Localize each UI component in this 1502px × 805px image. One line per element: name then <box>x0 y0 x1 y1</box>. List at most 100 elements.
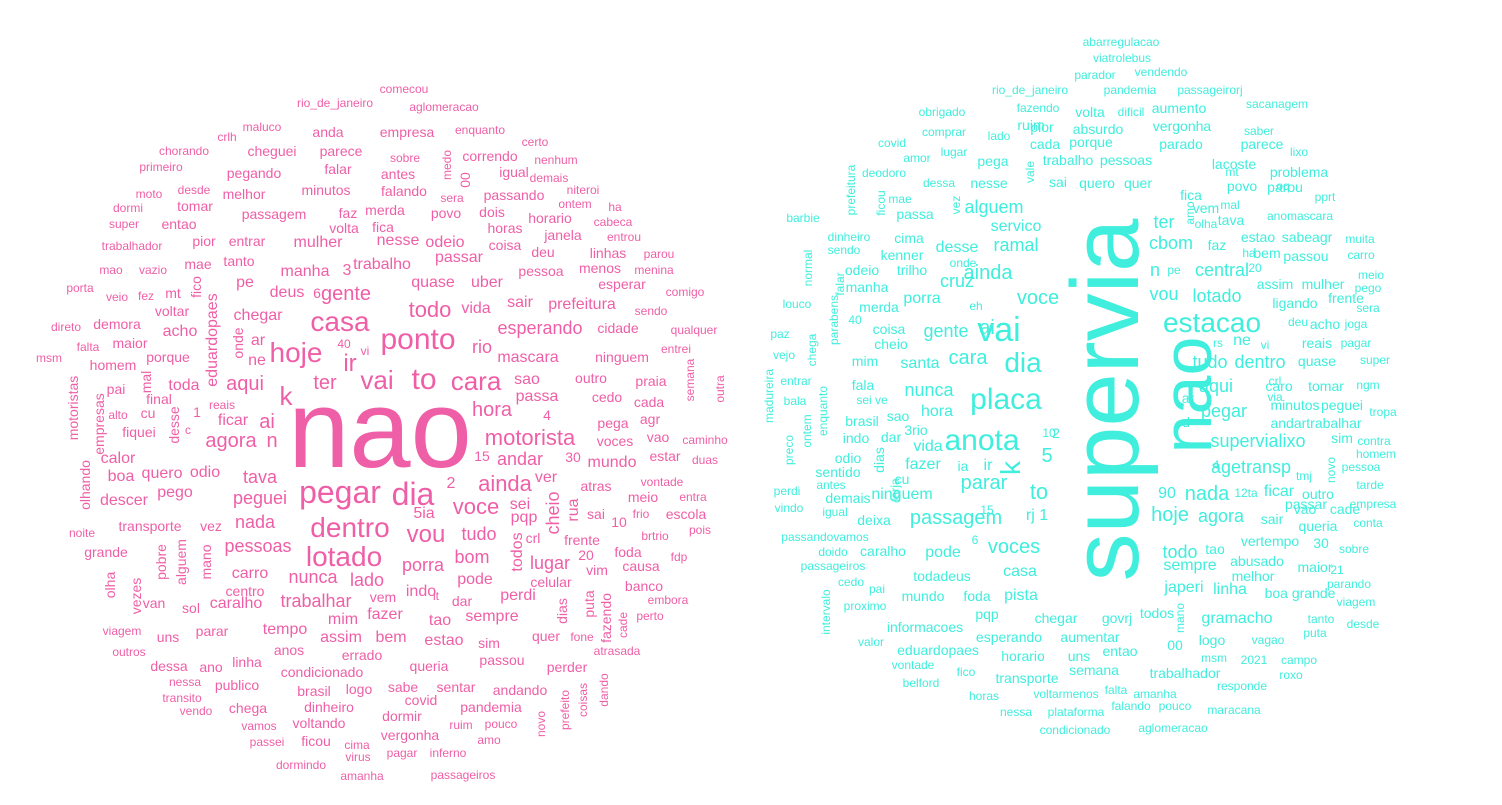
cloud-word: lotado <box>305 541 383 572</box>
cloud-word: vejo <box>772 348 796 362</box>
cloud-word: sempre <box>465 608 519 625</box>
cloud-word: quero <box>1079 175 1115 191</box>
cloud-word: homem <box>1355 447 1397 461</box>
cloud-word: fazer <box>367 606 403 623</box>
cloud-word: odio <box>834 450 862 466</box>
cloud-word: indo <box>405 583 437 600</box>
cloud-word: sacanagem <box>1245 97 1309 111</box>
cloud-word: boa grande <box>1264 585 1336 601</box>
cloud-word: quer <box>1123 175 1153 191</box>
cloud-word: linhas <box>589 245 627 261</box>
cloud-word: semana <box>1069 662 1119 678</box>
cloud-word: 15 <box>474 448 490 464</box>
cloud-word: dessa <box>922 176 956 190</box>
cloud-word: saber <box>1243 124 1275 138</box>
cloud-word: nenhum <box>534 153 578 167</box>
cloud-word: crl <box>1268 374 1282 388</box>
cloud-word: lado <box>987 129 1011 143</box>
cloud-word: vou <box>1149 284 1179 304</box>
cloud-word: desde <box>1346 617 1380 631</box>
cloud-word: pandemia <box>460 699 522 715</box>
cloud-word: vao <box>646 429 670 445</box>
cloud-word: d <box>1182 414 1190 430</box>
cloud-word: prefeitura <box>844 164 858 216</box>
cloud-word: tomar <box>177 198 213 214</box>
cloud-word: cedo <box>591 389 623 405</box>
cloud-word: campo <box>1280 653 1318 667</box>
cloud-word: alguem <box>173 539 189 585</box>
cloud-word: reais <box>208 398 236 412</box>
cloud-word: fazendo <box>598 593 614 643</box>
cloud-word: mt <box>1225 165 1239 179</box>
cloud-word: transporte <box>995 670 1059 686</box>
cloud-word: lacoste <box>1211 156 1257 172</box>
cloud-word: vi <box>360 344 370 358</box>
cloud-word: cu <box>894 471 910 487</box>
cloud-word: ar <box>250 332 266 349</box>
cloud-word: estao <box>424 632 464 649</box>
cloud-word: msm <box>36 351 62 365</box>
cloud-word: ano <box>199 659 223 675</box>
cloud-word: povo <box>430 205 462 221</box>
word-cloud-cyan: supervia nao vai placa anota dia estacao k 5 voce… <box>751 0 1502 805</box>
cloud-word: vez <box>949 195 963 215</box>
cloud-word: trabalho <box>1042 152 1094 168</box>
cloud-word: pessoas <box>224 536 292 556</box>
cloud-word: ne <box>1233 332 1251 349</box>
cloud-word: pode <box>457 571 493 588</box>
cloud-word: antes <box>380 166 416 182</box>
cloud-word: hoje <box>1151 504 1189 526</box>
cloud-word: passou <box>479 652 525 668</box>
cloud-word: ruim <box>449 718 473 732</box>
cloud-word: voltando <box>292 715 346 731</box>
cloud-word: trabalho <box>353 256 411 273</box>
cloud-word: voce <box>1016 287 1060 309</box>
cloud-word: anos <box>273 642 305 658</box>
cloud-word: pessoas <box>1099 152 1153 168</box>
cloud-word: sentar <box>436 679 476 695</box>
cloud-word: doido <box>818 545 848 559</box>
cloud-word: mundo <box>901 588 945 604</box>
cloud-word: enquanto <box>816 385 830 437</box>
cloud-word: pega <box>597 415 629 431</box>
cloud-word: logo <box>1198 632 1226 648</box>
cloud-word: grande <box>84 544 128 560</box>
cloud-word: tempo <box>262 621 308 638</box>
cloud-word: horario <box>528 210 572 226</box>
cloud-word: agetransp <box>1210 457 1292 477</box>
cloud-word: 00 <box>457 172 473 188</box>
cloud-word: 4 <box>1212 458 1220 472</box>
cloud-word: volta <box>1075 104 1105 120</box>
cloud-word: to <box>1029 479 1049 504</box>
cloud-word: passandovamos <box>781 530 869 544</box>
cloud-word: mundo <box>587 454 637 471</box>
cloud-word: porra <box>903 290 941 307</box>
cloud-word: nesse <box>376 232 420 249</box>
cloud-word: pagar <box>386 746 418 760</box>
cloud-word: andartrabalhar <box>1270 415 1362 431</box>
cloud-word: sei <box>509 496 531 513</box>
cloud-word: central <box>1194 260 1250 280</box>
cloud-word: amo <box>477 733 501 747</box>
cloud-word: govrj <box>1101 610 1133 626</box>
cloud-word: dormindo <box>275 758 327 772</box>
cloud-word: mascara <box>497 349 559 366</box>
cloud-word: tava <box>1217 212 1245 228</box>
cloud-word: problema <box>1269 164 1329 180</box>
cloud-word: transporte <box>118 518 182 534</box>
cloud-word: mano <box>1173 602 1187 634</box>
cloud-word: intervalo <box>819 589 833 635</box>
cloud-word: linha <box>1213 581 1247 598</box>
cloud-word: fala <box>851 377 875 393</box>
cloud-word: sol <box>182 600 200 616</box>
cloud-word: alto <box>108 408 128 422</box>
cloud-word: odeio <box>844 262 880 278</box>
cloud-word: amanha <box>340 769 384 783</box>
cloud-word: super <box>108 217 140 231</box>
cloud-word: roxo <box>1279 668 1303 682</box>
cloud-word: dias <box>554 598 570 624</box>
cloud-word: ia <box>957 458 969 474</box>
cloud-word: gente <box>923 321 969 341</box>
cloud-word: dinheiro <box>827 230 871 244</box>
cloud-word: supervia <box>1052 218 1159 582</box>
